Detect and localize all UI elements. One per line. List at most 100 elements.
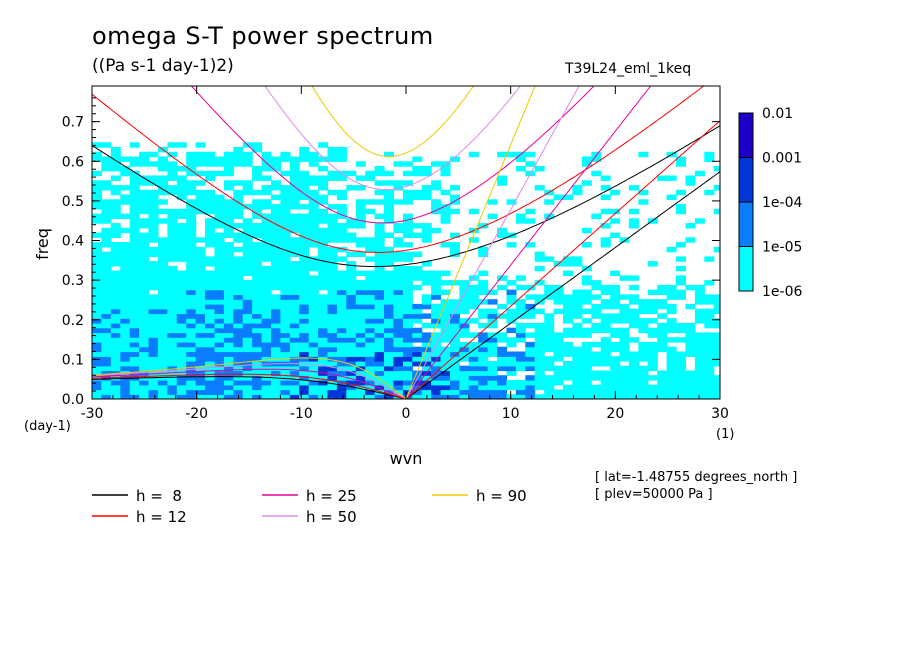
- power-cell: [92, 318, 102, 324]
- power-cell: [299, 175, 310, 181]
- power-cell: [534, 265, 545, 272]
- power-cell: [139, 365, 150, 372]
- power-cell: [129, 261, 140, 267]
- power-cell: [308, 370, 319, 376]
- power-cell: [412, 370, 423, 376]
- power-cell: [148, 356, 159, 362]
- power-cell: [139, 308, 150, 315]
- power-cell: [271, 299, 281, 305]
- power-cell: [120, 380, 131, 386]
- power-cell: [525, 208, 536, 215]
- power-cell: [186, 370, 197, 376]
- power-cell: [280, 289, 291, 295]
- power-cell: [148, 151, 159, 158]
- power-cell: [101, 265, 112, 272]
- power-cell: [101, 208, 112, 215]
- power-cell: [205, 261, 215, 267]
- power-cell: [666, 337, 677, 343]
- power-cell: [704, 313, 715, 319]
- power-cell: [412, 194, 423, 200]
- power-cell: [195, 156, 206, 162]
- power-cell: [110, 289, 121, 295]
- power-cell: [205, 275, 215, 281]
- power-cell: [676, 380, 686, 386]
- power-cell: [252, 265, 263, 272]
- power-cell: [205, 394, 215, 399]
- power-cell: [271, 251, 281, 257]
- power-cell: [186, 242, 197, 248]
- power-cell: [148, 337, 159, 343]
- power-cell: [318, 294, 329, 300]
- curve-kelvin-h90: [405, 86, 536, 399]
- power-cell: [402, 213, 413, 219]
- power-cell: [101, 303, 112, 310]
- power-cell: [553, 289, 564, 295]
- power-cell: [421, 270, 432, 276]
- power-cell: [195, 251, 206, 257]
- power-cell: [110, 313, 121, 319]
- power-cell: [223, 332, 234, 338]
- power-cell: [271, 185, 281, 191]
- power-cell: [628, 223, 639, 229]
- power-cell: [223, 204, 234, 210]
- power-cell: [289, 218, 300, 224]
- power-cell: [336, 284, 347, 291]
- power-cell: [336, 151, 347, 158]
- power-cell: [120, 322, 131, 329]
- power-cell: [468, 356, 479, 362]
- power-cell: [421, 223, 432, 229]
- power-cell: [374, 299, 385, 305]
- power-cell: [676, 370, 686, 376]
- power-cell: [525, 303, 536, 310]
- power-cell: [223, 299, 234, 305]
- power-cell: [563, 303, 573, 310]
- power-cell: [195, 299, 206, 305]
- power-cell: [685, 332, 696, 338]
- power-cell: [261, 227, 272, 234]
- power-cell: [346, 232, 357, 238]
- power-cell: [242, 375, 253, 381]
- power-cell: [280, 380, 291, 386]
- power-cell: [195, 194, 206, 200]
- power-cell: [223, 156, 234, 162]
- power-cell: [242, 318, 253, 324]
- power-cell: [139, 351, 150, 357]
- power-cell: [92, 180, 102, 186]
- power-cell: [195, 356, 206, 362]
- power-cell: [289, 327, 300, 334]
- power-cell: [299, 251, 310, 257]
- power-cell: [704, 332, 715, 338]
- power-cell: [393, 251, 404, 257]
- power-cell: [544, 199, 555, 205]
- power-cell: [365, 237, 376, 243]
- power-cell: [242, 185, 253, 191]
- power-cell: [365, 256, 376, 262]
- power-cell: [214, 204, 225, 210]
- power-cell: [600, 337, 611, 343]
- power-cell: [440, 356, 451, 362]
- power-cell: [365, 318, 376, 324]
- power-cell: [544, 375, 555, 381]
- power-cell: [308, 237, 319, 243]
- power-cell: [186, 246, 197, 253]
- power-cell: [129, 289, 140, 295]
- power-cell: [657, 299, 668, 305]
- power-cell: [619, 327, 630, 334]
- power-cell: [506, 370, 517, 376]
- power-cell: [252, 384, 263, 391]
- power-cell: [572, 294, 583, 300]
- power-cell: [628, 394, 639, 399]
- power-cell: [261, 351, 272, 357]
- power-cell: [336, 370, 347, 376]
- power-cell: [657, 384, 668, 391]
- power-cell: [384, 208, 394, 215]
- power-cell: [336, 156, 347, 162]
- power-cell: [600, 322, 611, 329]
- power-cell: [591, 356, 602, 362]
- power-cell: [374, 308, 385, 315]
- power-cell: [534, 337, 545, 343]
- power-cell: [581, 180, 592, 186]
- power-cell: [148, 313, 159, 319]
- power-cell: [713, 208, 720, 215]
- power-cell: [271, 332, 281, 338]
